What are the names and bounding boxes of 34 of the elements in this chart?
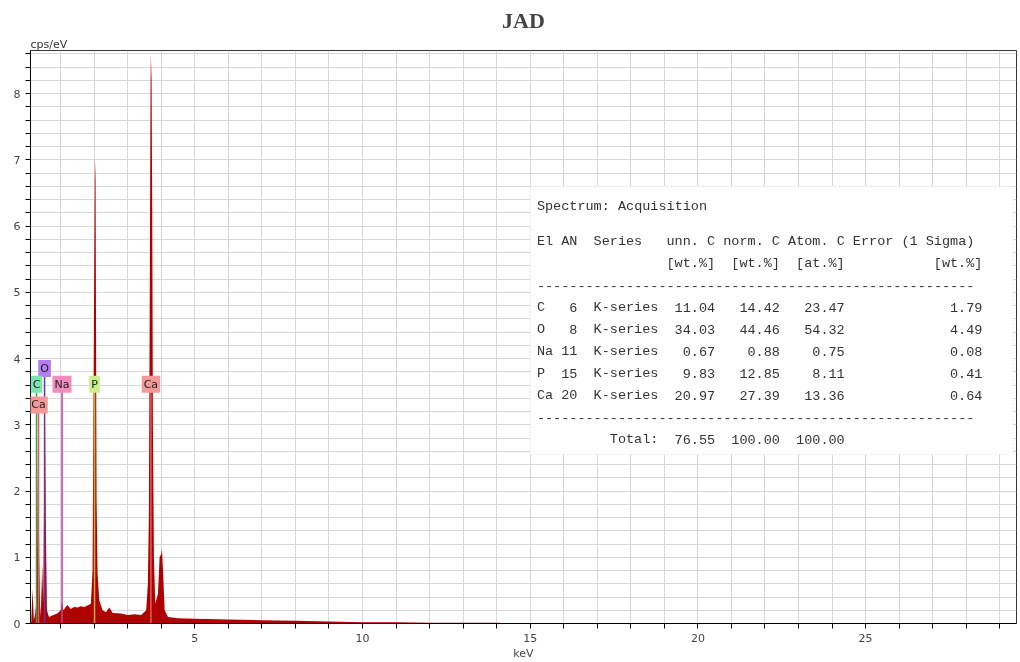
annotation: C: [32, 377, 41, 391]
y-axis-title: cps/eV: [30, 37, 68, 51]
text: El AN Series unn. C norm. C Atom. C Error (1 Sigma): [536, 233, 975, 249]
text: C 6 K-series 11.04 14.42 23.47 1.79: [536, 299, 983, 316]
text: Na 11 K-series 0.67 0.88 0.75 0.08: [536, 343, 983, 360]
x-tick-label: 10: [355, 631, 370, 645]
y-tick-label: 4: [13, 352, 21, 366]
annotation: O: [40, 361, 50, 375]
chart-title: JAD: [502, 7, 545, 33]
annotation: Spectrum: Acquisition: [536, 198, 708, 214]
annotation: Na: [54, 377, 70, 391]
annotation: ------------------------------------------------------: [536, 278, 975, 294]
x-tick-label: 15: [523, 631, 538, 645]
text: [wt.%] [wt.%] [at.%] [wt.%]: [666, 255, 983, 271]
x-tick-label: 25: [858, 631, 873, 645]
text: O 8 K-series 34.03 44.46 54.32 4.49: [536, 321, 983, 338]
x-tick-label: 5: [191, 631, 199, 645]
y-tick-label: 0: [13, 617, 21, 631]
x-axis-title: keV: [513, 646, 535, 660]
x-tick-label: 20: [690, 631, 705, 645]
y-tick-label: 6: [13, 220, 21, 234]
annotation: P: [91, 377, 99, 391]
annotation: Total: 76.55 100.00 100.00: [609, 431, 845, 448]
annotation: Ca: [31, 398, 46, 412]
y-tick-label: 8: [13, 87, 21, 101]
annotation: Ca: [143, 377, 159, 391]
y-tick-label: 5: [13, 286, 21, 300]
text: P 15 K-series 9.83 12.85 8.11 0.41: [536, 365, 983, 382]
annotation: ------------------------------------------------------: [536, 410, 975, 426]
y-tick-label: 1: [13, 551, 21, 565]
text: Ca 20 K-series 20.97 27.39 13.36 0.64: [536, 387, 983, 404]
y-tick-label: 2: [13, 485, 21, 499]
y-tick-label: 3: [13, 418, 21, 432]
y-tick-label: 7: [13, 153, 21, 167]
